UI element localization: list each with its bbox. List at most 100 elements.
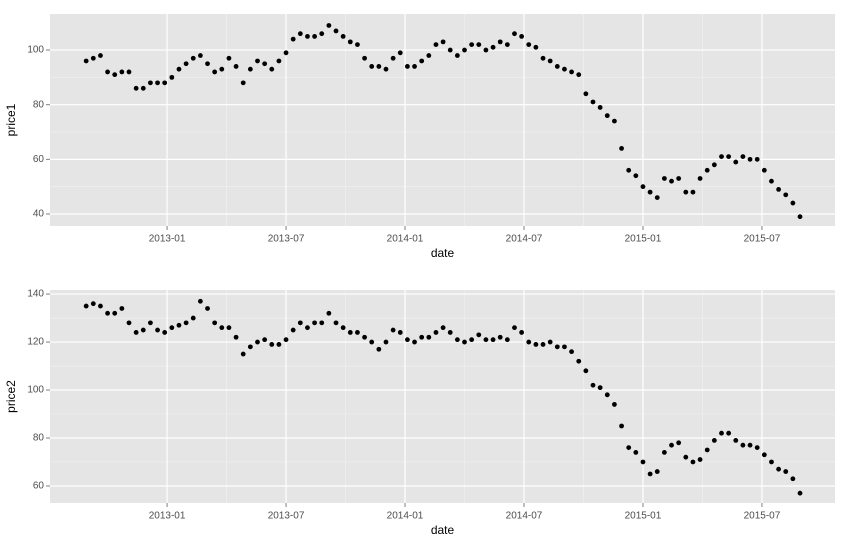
- point: [98, 53, 103, 58]
- point: [333, 28, 339, 34]
- point: [412, 339, 417, 345]
- point: [112, 310, 118, 316]
- point: [155, 80, 160, 86]
- point: [297, 31, 303, 37]
- point: [640, 459, 646, 465]
- point: [283, 337, 289, 343]
- point: [83, 303, 89, 309]
- point: [569, 69, 574, 75]
- point: [612, 118, 617, 124]
- point: [419, 334, 425, 340]
- point: [90, 55, 96, 61]
- x-tick-label: 2013-01: [149, 234, 186, 245]
- x-tick-label: 2015-01: [625, 511, 662, 522]
- point: [233, 64, 239, 69]
- point: [433, 42, 439, 47]
- x-tick-label: 2014-01: [387, 234, 424, 245]
- point: [133, 85, 139, 91]
- point: [326, 23, 332, 28]
- point: [140, 327, 146, 333]
- point: [419, 58, 425, 64]
- point: [704, 447, 710, 453]
- point: [697, 176, 703, 181]
- point: [697, 457, 703, 462]
- point: [519, 34, 525, 39]
- point: [469, 42, 475, 47]
- y-tick-label: 60: [33, 481, 45, 492]
- point: [783, 469, 789, 474]
- point: [412, 64, 417, 69]
- point: [340, 34, 346, 39]
- point: [312, 34, 318, 39]
- point: [761, 167, 767, 173]
- point: [276, 58, 282, 64]
- x-tick-label: 2015-07: [744, 511, 781, 522]
- point: [604, 392, 610, 398]
- point: [197, 53, 203, 58]
- point: [119, 306, 125, 311]
- point: [140, 85, 146, 91]
- point: [369, 339, 375, 345]
- x-tick-label: 2013-01: [149, 511, 186, 522]
- point: [83, 58, 89, 64]
- point: [776, 186, 782, 192]
- point: [383, 339, 389, 345]
- point: [319, 320, 325, 326]
- point: [376, 64, 382, 69]
- point: [347, 39, 353, 45]
- point: [754, 156, 760, 162]
- point: [340, 325, 346, 331]
- point: [719, 154, 724, 160]
- point: [169, 74, 175, 80]
- point: [447, 330, 453, 335]
- point: [297, 320, 303, 326]
- point: [226, 55, 232, 61]
- point: [255, 339, 260, 345]
- point: [405, 337, 410, 343]
- point: [769, 178, 774, 184]
- point: [98, 303, 103, 309]
- point: [612, 402, 617, 407]
- point: [683, 189, 689, 195]
- point: [190, 315, 196, 321]
- point: [469, 337, 475, 343]
- point: [533, 44, 539, 50]
- point: [626, 167, 632, 173]
- point: [162, 330, 168, 335]
- x-axis-title: date: [431, 523, 455, 537]
- point: [454, 337, 460, 343]
- point: [454, 53, 460, 58]
- point: [376, 346, 382, 352]
- point: [462, 339, 467, 345]
- point: [726, 430, 732, 436]
- point: [440, 39, 446, 45]
- point: [704, 167, 710, 173]
- point: [690, 189, 696, 195]
- x-axis-title: date: [431, 246, 455, 260]
- point: [562, 344, 567, 350]
- point: [647, 189, 653, 195]
- point: [190, 55, 196, 61]
- point: [669, 178, 674, 184]
- panel-background: [50, 14, 835, 226]
- point: [355, 42, 360, 47]
- point: [426, 334, 432, 340]
- point: [512, 325, 517, 331]
- point: [233, 334, 239, 340]
- point: [626, 445, 632, 450]
- point: [219, 325, 225, 331]
- point: [247, 66, 253, 72]
- x-tick-label: 2013-07: [268, 234, 305, 245]
- point: [290, 327, 296, 333]
- point: [126, 69, 132, 75]
- point: [590, 382, 596, 388]
- point: [790, 476, 796, 482]
- point: [205, 306, 210, 311]
- point: [90, 301, 96, 307]
- point: [711, 162, 717, 168]
- point: [497, 39, 503, 45]
- point: [369, 64, 375, 69]
- point: [590, 99, 596, 105]
- point: [247, 344, 253, 350]
- x-tick-label: 2014-07: [506, 234, 543, 245]
